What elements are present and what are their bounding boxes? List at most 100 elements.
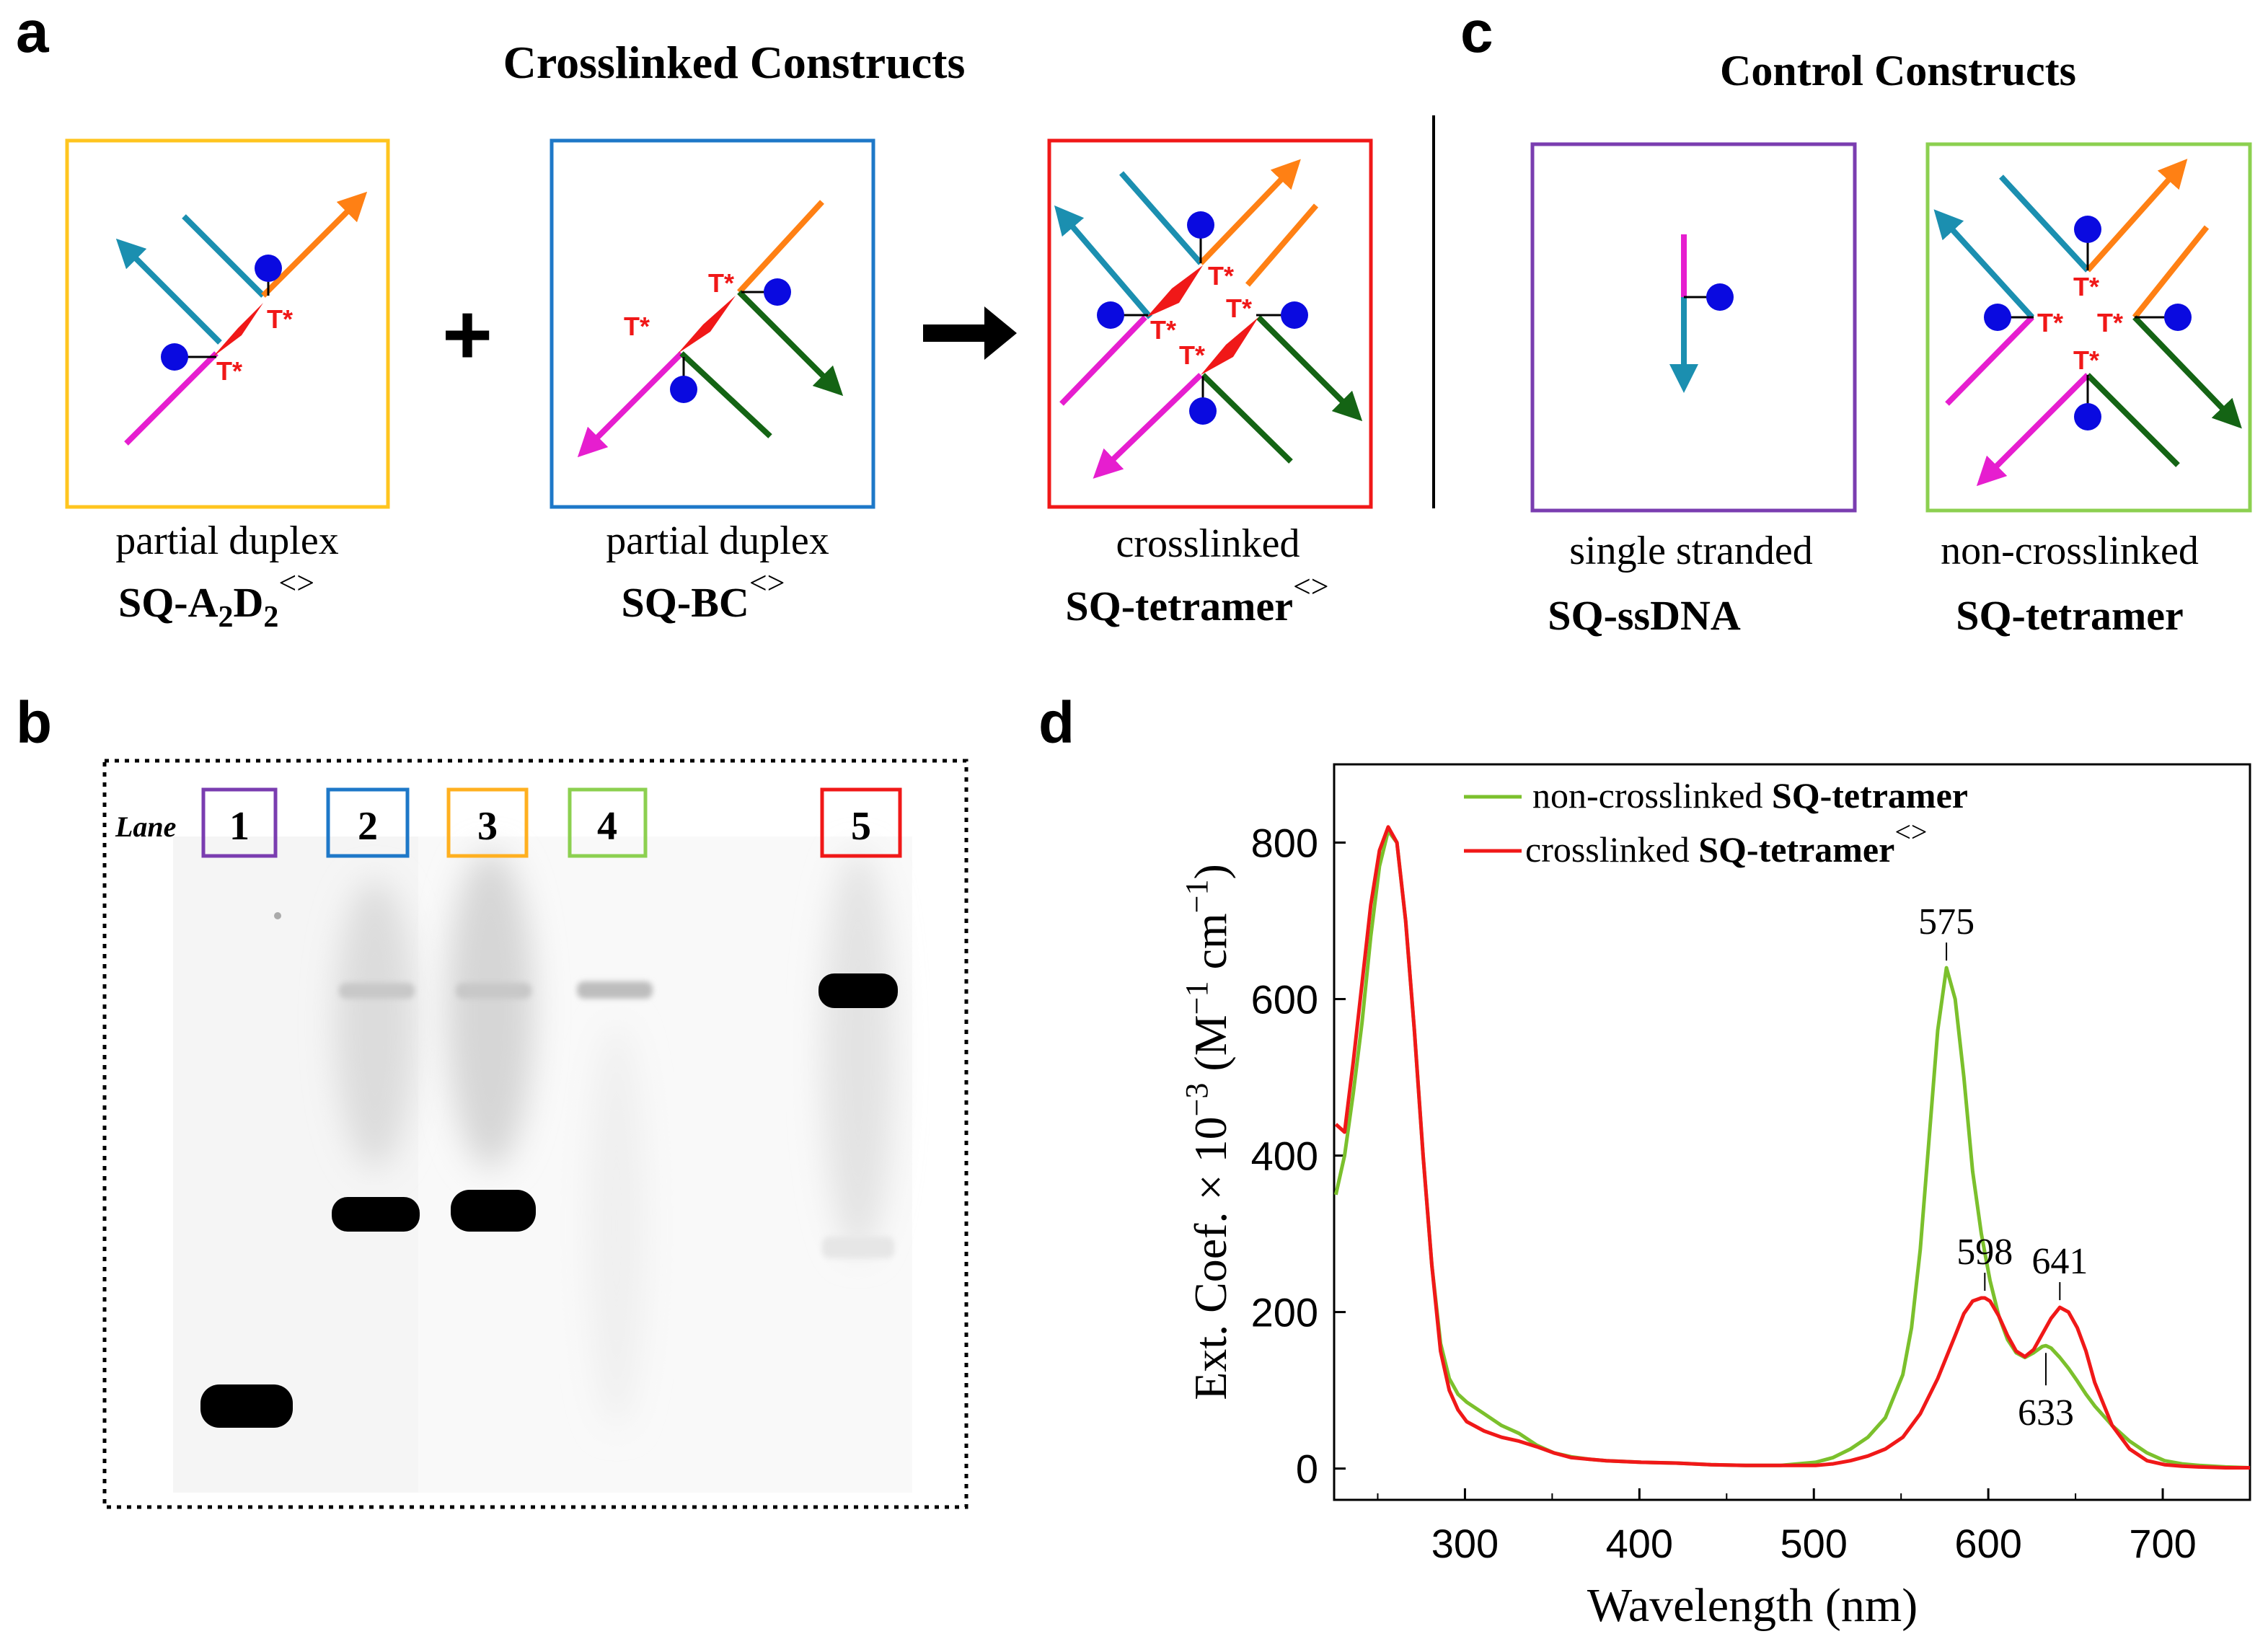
strand-teal-2 (1999, 175, 2090, 273)
crosslink-linker (1201, 317, 1258, 375)
construct-name: SQ-ssDNA (1548, 592, 1741, 639)
y-tick-label: 800 (1251, 821, 1318, 866)
lane-number: 4 (597, 804, 617, 849)
gel-band-faint (822, 1237, 894, 1258)
construct-box-crosslinked (1047, 138, 1373, 509)
gel-band-lane2 (332, 1197, 420, 1232)
dye-icon (1189, 397, 1217, 425)
dye-icon (1984, 304, 2011, 331)
legend-text-bold: SQ-tetramer (1698, 829, 1894, 870)
peak-label: 641 (2031, 1241, 2088, 1282)
lane-3-label: 3 (446, 787, 529, 858)
strand-green (1256, 315, 1363, 422)
ylabel-part: (M (1185, 1015, 1236, 1082)
strand-orange (2086, 159, 2188, 273)
strand-teal (1933, 209, 2034, 319)
gel-smear (335, 880, 415, 1168)
legend-text-bold: SQ-tetramer (1772, 775, 1968, 816)
construct-name: SQ-tetramer (1956, 592, 2184, 639)
y-tick-label: 600 (1251, 977, 1318, 1022)
construct-name: SQ-A2D2<> (118, 565, 314, 634)
tstar-label: T* (1150, 315, 1176, 345)
tstar-label: T* (2073, 345, 2099, 375)
lane-5-label: 5 (820, 787, 902, 858)
ylabel-exp: −1 (1179, 880, 1214, 914)
lane-number: 1 (229, 804, 250, 849)
strand-teal-2 (1118, 171, 1204, 265)
tstar-label: T* (708, 268, 734, 298)
strand-magenta (1976, 373, 2090, 487)
construct-sq-bc: T* T* (550, 138, 875, 509)
strand-teal-2 (182, 214, 265, 298)
crosslink-linker (1147, 265, 1203, 317)
construct-box-ssdna (1530, 142, 1857, 513)
lane-2-label: 2 (326, 787, 410, 858)
construct-caption: crosslinked (1116, 521, 1300, 566)
chart-legend: non-crosslinked SQ-tetramer crosslinked … (1464, 775, 1968, 870)
construct-caption: single stranded (1569, 529, 1812, 573)
gel-band-lane3 (451, 1190, 536, 1232)
lane-box (201, 787, 278, 858)
x-axis-label: Wavelength (nm) (1587, 1579, 1918, 1632)
tstar-label: T* (1179, 340, 1205, 370)
panel-c: c Control Constructs single stranded SQ-… (1460, 0, 2252, 639)
gel-band-faint (339, 983, 415, 999)
construct-caption: partial duplex (606, 518, 829, 563)
construct-box-a2d2 (65, 138, 390, 509)
name-subscript: 2 (263, 601, 278, 634)
dye-icon (1097, 301, 1124, 329)
gel-band-lane1 (200, 1384, 293, 1428)
peak-label: 575 (1918, 901, 1974, 942)
legend-superscript: <> (1894, 816, 1927, 848)
lane-label: Lane (115, 810, 176, 843)
ylabel-exp: −1 (1179, 981, 1214, 1015)
lane-box (446, 787, 529, 858)
strand-green-2 (2086, 373, 2180, 467)
legend-entry-noncrosslinked: non-crosslinked SQ-tetramer (1532, 775, 1968, 816)
dye-icon (2074, 216, 2101, 243)
tstar-label: T* (2097, 308, 2123, 337)
y-tick-label: 200 (1251, 1290, 1318, 1335)
strand-green (737, 290, 844, 397)
legend-text: non-crosslinked (1532, 775, 1772, 816)
series-lines (1333, 825, 2251, 1470)
name-part: D (234, 579, 264, 626)
ylabel-exp: −3 (1179, 1083, 1214, 1117)
gel-smear (822, 851, 894, 1255)
tstar-label: T* (267, 304, 293, 334)
dye-icon (764, 278, 791, 306)
strand-green-2 (679, 351, 772, 438)
strand-orange-2 (2132, 225, 2210, 319)
construct-sq-a2d2: T* T* (65, 138, 390, 509)
panel-letter-a: a (16, 0, 50, 65)
dye-icon (161, 343, 188, 371)
series-line-crosslinked (1334, 825, 2250, 1470)
tstar-label: T* (216, 356, 242, 386)
lane-1-label: 1 (201, 787, 278, 858)
ylabel-part: Ext. Coef. × 10 (1185, 1116, 1236, 1400)
strand-teal (1054, 205, 1153, 319)
construct-caption: partial duplex (115, 518, 338, 563)
construct-caption: non-crosslinked (1941, 529, 2199, 573)
y-axis-label: Ext. Coef. × 10−3 (M−1 cm−1) (1179, 864, 1236, 1400)
dye-icon (2164, 304, 2192, 331)
plus-sign: + (442, 286, 493, 383)
panel-c-title: Control Constructs (1720, 47, 2076, 94)
strand-orange-2 (1245, 203, 1319, 287)
strand-magenta-2 (1059, 315, 1147, 406)
plot-area (1333, 763, 2251, 1501)
y-tick-label: 400 (1251, 1134, 1318, 1179)
tstar-label: T* (1226, 293, 1252, 323)
crosslink-linker (678, 296, 736, 353)
construct-ssdna (1530, 142, 1857, 513)
gel-band-faint (456, 983, 531, 999)
ylabel-part: cm (1185, 913, 1236, 981)
x-tick-label: 400 (1606, 1521, 1673, 1566)
strand-green-2 (1201, 373, 1293, 464)
panel-d: d 300 400 500 600 700 0 200 400 600 800 575 598 641… (1038, 690, 2251, 1632)
dye-icon (2074, 403, 2101, 430)
strand-orange (737, 200, 824, 294)
reaction-arrow-icon (923, 306, 1017, 360)
gel-frame (102, 759, 968, 1509)
strand-magenta (124, 351, 219, 446)
